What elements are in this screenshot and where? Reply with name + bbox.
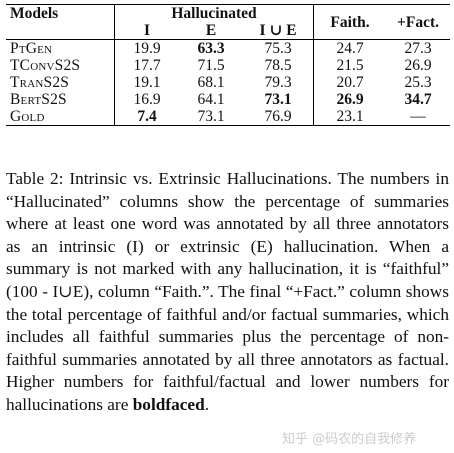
cell-iue: 73.1: [264, 91, 292, 108]
cell-e: 68.1: [197, 74, 225, 91]
cell-fact: 26.9: [404, 57, 432, 74]
cell-faith: 21.5: [313, 57, 386, 74]
caption-text: Table 2: Intrinsic vs. Extrinsic Halluci…: [6, 169, 449, 414]
table-row: TConvS2S 17.7 71.5 78.5 21.5 26.9: [6, 57, 450, 74]
cell-e: 63.3: [197, 40, 225, 57]
table-caption: Table 2: Intrinsic vs. Extrinsic Halluci…: [6, 168, 449, 417]
model-name: TConvS2S: [10, 57, 81, 74]
col-header-e: E: [205, 22, 217, 39]
cell-e: 64.1: [197, 91, 225, 108]
model-name: BertS2S: [10, 91, 67, 108]
caption-end: .: [204, 394, 210, 414]
cell-faith: 24.7: [313, 39, 386, 57]
col-header-iue: I ∪ E: [259, 22, 297, 39]
cell-iue: 79.3: [264, 74, 292, 91]
cell-iue: 75.3: [264, 40, 292, 57]
cell-faith: 26.9: [313, 91, 386, 108]
col-header-models-spacer: [6, 22, 115, 40]
cell-i: 19.1: [114, 74, 179, 91]
cell-fact: 25.3: [404, 74, 432, 91]
col-header-models: Models: [10, 5, 59, 22]
cell-faith: 23.1: [313, 108, 386, 126]
cell-fact: —: [410, 108, 426, 125]
cell-i: 7.4: [114, 108, 179, 126]
table-row: PtGen 19.9 63.3 75.3 24.7 27.3: [6, 39, 450, 57]
model-name: TranS2S: [10, 74, 70, 91]
cell-i: 17.7: [114, 57, 179, 74]
table-row: Gold 7.4 73.1 76.9 23.1 —: [6, 108, 450, 126]
results-table: Models Hallucinated I E I ∪ E Faith. +Fa…: [6, 4, 450, 126]
col-header-faith: Faith.: [313, 14, 386, 32]
cell-fact: 27.3: [404, 40, 432, 57]
cell-e: 71.5: [197, 57, 225, 74]
model-name: PtGen: [10, 40, 53, 57]
watermark: 知乎 @码农的自我修养: [282, 432, 417, 447]
col-header-i: I: [114, 22, 179, 40]
col-header-hallucinated: Hallucinated: [114, 4, 314, 22]
col-header-fact: +Fact.: [397, 14, 439, 31]
cell-e: 73.1: [197, 108, 225, 125]
cell-faith: 20.7: [313, 74, 386, 91]
model-name: Gold: [10, 108, 45, 125]
cell-iue: 78.5: [264, 57, 292, 74]
table-row: BertS2S 16.9 64.1 73.1 26.9 34.7: [6, 91, 450, 108]
cell-iue: 76.9: [264, 108, 292, 125]
cell-i: 16.9: [114, 91, 179, 108]
cell-fact: 34.7: [404, 91, 432, 108]
cell-i: 19.9: [114, 39, 179, 57]
table-row: TranS2S 19.1 68.1 79.3 20.7 25.3: [6, 74, 450, 91]
caption-bold-word: boldfaced: [132, 394, 205, 414]
